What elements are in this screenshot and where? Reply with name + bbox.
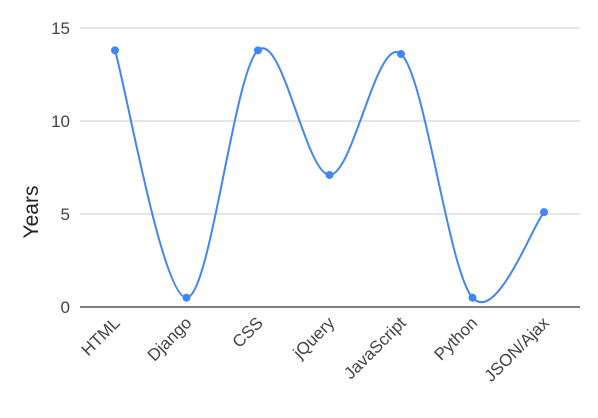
y-axis-ticks: 0 5 10 15	[51, 19, 70, 317]
data-point	[254, 46, 262, 55]
x-tick-label: Python	[430, 313, 481, 364]
gridlines	[80, 27, 580, 308]
x-tick-label: jQuery	[289, 313, 339, 363]
y-tick-label: 0	[61, 298, 70, 317]
y-axis-title: Years	[20, 186, 43, 239]
y-tick-label: 5	[61, 205, 70, 224]
data-point	[397, 50, 405, 59]
y-tick-label: 10	[51, 112, 70, 131]
data-point	[540, 208, 548, 217]
series-points	[111, 46, 548, 302]
x-tick-label: Django	[144, 313, 196, 365]
data-point	[111, 46, 119, 55]
data-point	[325, 170, 334, 179]
y-tick-label: 15	[51, 19, 70, 38]
x-tick-label: CSS	[229, 313, 267, 351]
x-axis-ticks: HTML Django CSS jQuery JavaScript Python JSON/…	[78, 313, 554, 386]
data-point	[468, 293, 477, 302]
x-tick-label: JavaScript	[340, 313, 410, 383]
x-tick-label: HTML	[78, 313, 124, 359]
data-point	[182, 293, 191, 302]
x-tick-label: JSON/Ajax	[481, 313, 554, 386]
